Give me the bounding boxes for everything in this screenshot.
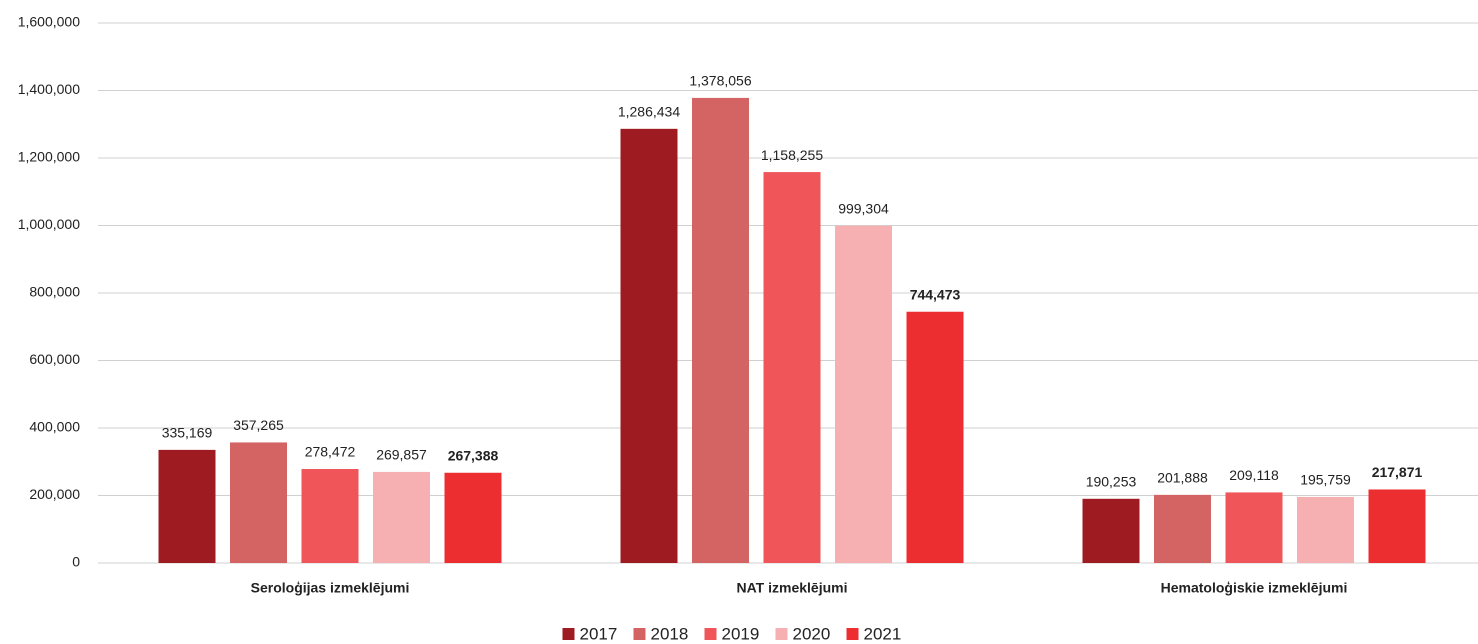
- legend-swatch: [704, 628, 717, 640]
- bar: [692, 97, 749, 563]
- value-label: 269,857: [376, 447, 427, 463]
- bar: [835, 225, 892, 563]
- value-label: 999,304: [838, 200, 889, 216]
- x-tick-label: Seroloģijas izmeklējumi: [251, 580, 410, 596]
- bar: [373, 471, 430, 563]
- value-label: 217,871: [1372, 464, 1423, 480]
- bar: [1297, 496, 1354, 563]
- bar: [158, 449, 216, 563]
- value-label: 1,378,056: [689, 73, 751, 89]
- y-tick-label: 600,000: [29, 351, 80, 367]
- value-label: 267,388: [448, 447, 499, 463]
- x-tick-label: Hematoloģiskie izmeklējumi: [1161, 580, 1348, 596]
- legend-label: 2020: [793, 624, 831, 643]
- bar: [1082, 498, 1140, 563]
- value-label: 195,759: [1300, 472, 1351, 488]
- value-label: 1,286,434: [618, 104, 680, 120]
- value-label: 1,158,255: [761, 147, 823, 163]
- legend-label: 2019: [722, 624, 760, 643]
- x-tick-label: NAT izmeklējumi: [737, 580, 848, 596]
- y-tick-label: 400,000: [29, 419, 80, 435]
- bar: [620, 128, 678, 563]
- legend-swatch: [846, 628, 859, 640]
- value-label: 357,265: [233, 417, 284, 433]
- value-label: 209,118: [1229, 467, 1279, 483]
- value-label: 335,169: [162, 425, 213, 441]
- legend-label: 2017: [580, 624, 618, 643]
- value-label: 278,472: [305, 444, 356, 460]
- bar: [230, 442, 287, 563]
- value-label: 190,253: [1086, 473, 1137, 489]
- bar: [301, 469, 359, 563]
- y-tick-label: 1,200,000: [18, 149, 80, 165]
- bar: [1368, 489, 1426, 563]
- legend-label: 2018: [651, 624, 689, 643]
- legend-label: 2021: [864, 624, 902, 643]
- bar: [906, 311, 964, 563]
- bar: [1154, 494, 1211, 563]
- legend-swatch: [562, 628, 575, 640]
- bar: [444, 472, 502, 563]
- y-tick-label: 1,600,000: [18, 14, 80, 30]
- y-tick-label: 1,000,000: [18, 216, 80, 232]
- y-tick-label: 1,400,000: [18, 81, 80, 97]
- legend-swatch: [775, 628, 788, 640]
- value-label: 744,473: [910, 286, 961, 302]
- bar: [763, 172, 821, 564]
- value-label: 201,888: [1157, 470, 1208, 486]
- y-tick-label: 800,000: [29, 284, 80, 300]
- y-tick-label: 200,000: [29, 486, 80, 502]
- bar: [1225, 492, 1283, 563]
- legend-swatch: [633, 628, 646, 640]
- y-tick-label: 0: [72, 554, 80, 570]
